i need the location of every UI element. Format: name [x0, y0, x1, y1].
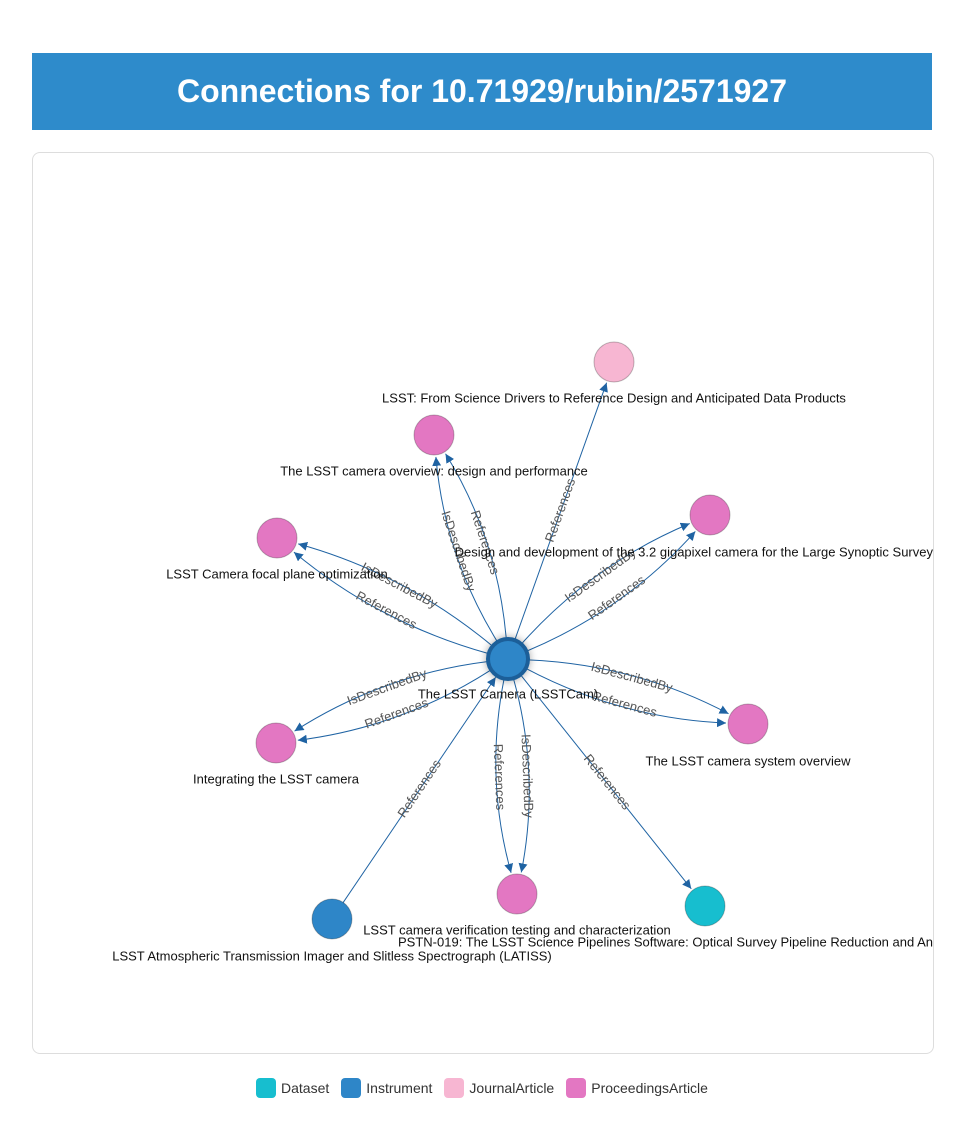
legend-label: Dataset	[281, 1080, 330, 1096]
legend-swatch	[444, 1078, 465, 1098]
legend-label: ProceedingsArticle	[591, 1080, 708, 1096]
node-label: The LSST camera system overview	[646, 753, 852, 768]
graph-panel: References References IsDescribedBy Referen…	[32, 152, 934, 1054]
edge-label: References	[491, 743, 509, 811]
node	[689, 494, 731, 536]
node	[593, 341, 635, 383]
node-label: Design and development of the 3.2 gigapi…	[455, 544, 933, 559]
node	[727, 703, 769, 745]
legend-swatch	[256, 1078, 277, 1098]
title: Connections for 10.71929/rubin/2571927	[176, 73, 788, 109]
edge	[495, 678, 514, 873]
legend-swatch	[566, 1078, 587, 1098]
edge-label: References	[394, 756, 444, 820]
edge	[525, 667, 727, 728]
legend-label: Instrument	[366, 1080, 433, 1096]
edge	[342, 676, 497, 903]
node	[486, 637, 530, 681]
legend-item: Dataset	[256, 1078, 329, 1098]
nodes: The LSST Camera (LSSTCam) LSST: From Scie…	[112, 341, 933, 963]
edge	[526, 531, 696, 652]
node-label: LSST Atmospheric Transmission Imager and…	[112, 948, 552, 963]
node-label: LSST: From Science Drivers to Reference …	[382, 390, 846, 405]
edge	[432, 456, 498, 643]
edge-label: IsDescribedBy	[518, 734, 536, 819]
node-label: The LSST camera overview: design and per…	[280, 463, 588, 478]
edge	[512, 678, 530, 873]
node-label: LSST Camera focal plane optimization	[166, 566, 388, 581]
edge	[445, 453, 507, 640]
node	[496, 873, 538, 915]
edge	[293, 551, 489, 655]
legend-item: ProceedingsArticle	[566, 1078, 708, 1098]
node	[255, 722, 297, 764]
node-label: LSST camera verification testing and cha…	[363, 922, 671, 937]
node	[311, 898, 353, 940]
edge	[520, 674, 692, 890]
edge	[514, 382, 608, 641]
edge-label: References	[581, 751, 634, 813]
edge-label: References	[591, 688, 660, 720]
legend: Dataset Instrument JournalArticle Proceedin…	[0, 1078, 964, 1098]
edge-label: References	[542, 476, 579, 544]
edge	[527, 659, 729, 715]
legend-label: JournalArticle	[469, 1080, 555, 1096]
edge	[520, 522, 690, 645]
node-label: Integrating the LSST camera	[193, 771, 360, 786]
edge	[298, 541, 493, 647]
legend-swatch	[341, 1078, 362, 1098]
legend-item: Instrument	[341, 1078, 432, 1098]
graph: References References IsDescribedBy Referen…	[112, 341, 933, 963]
node	[413, 414, 455, 456]
node-label: The LSST Camera (LSSTCam)	[418, 686, 598, 701]
edge	[294, 660, 489, 732]
edge	[297, 669, 492, 744]
legend-item: JournalArticle	[444, 1078, 554, 1098]
header: Connections for 10.71929/rubin/2571927	[32, 53, 932, 130]
edge-label: References	[468, 508, 503, 576]
node	[684, 885, 726, 927]
node	[256, 517, 298, 559]
node-label: PSTN-019: The LSST Science Pipelines Sof…	[398, 934, 933, 949]
